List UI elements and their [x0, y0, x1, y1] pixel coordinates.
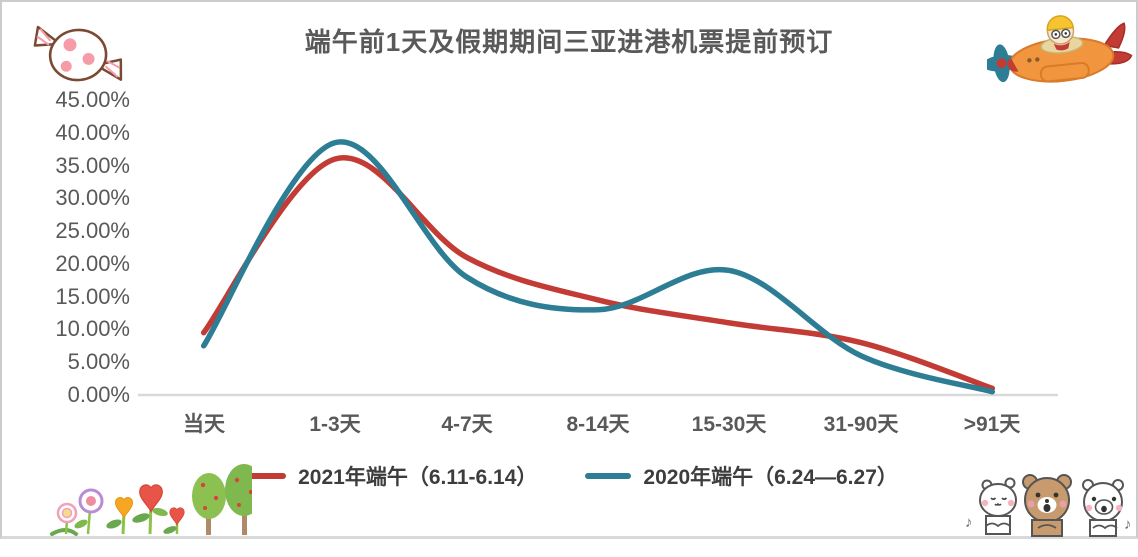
y-tick-45: 45.00%	[55, 87, 130, 112]
slide-background: 端午前1天及假期期间三亚进港机票提前预订 45.00% 40.00% 35.00…	[0, 0, 1138, 539]
x-label-dangtian: 当天	[183, 413, 225, 436]
legend-label-2020: 2020年端午（6.24—6.27）	[643, 466, 898, 489]
y-tick-20: 20.00%	[55, 251, 130, 276]
series-line-1	[200, 139, 996, 395]
chart-legend: 2021年端午（6.11-6.14） 2020年端午（6.24—6.27）	[2, 461, 1136, 491]
flowers-and-trees-icon	[50, 464, 252, 536]
legend-swatch-2020	[585, 473, 632, 479]
airplane-icon	[987, 15, 1133, 83]
x-label-4-7: 4-7天	[441, 413, 493, 436]
y-tick-15: 15.00%	[55, 284, 130, 309]
x-label-15-30: 15-30天	[691, 413, 767, 436]
y-tick-25: 25.00%	[55, 218, 130, 243]
y-tick-35: 35.00%	[55, 153, 130, 178]
three-bears-icon	[979, 474, 1124, 537]
y-tick-40: 40.00%	[55, 120, 130, 145]
x-label-8-14: 8-14天	[566, 413, 630, 436]
series-line-0	[200, 155, 996, 392]
legend-item-2021: 2021年端午（6.11-6.14）	[240, 461, 537, 491]
candy-icon	[33, 25, 123, 82]
legend-label-2021: 2021年端午（6.11-6.14）	[298, 466, 538, 489]
y-tick-5: 5.00%	[67, 349, 130, 374]
music-note-icon: ♪	[1124, 516, 1132, 533]
legend-item-2020: 2020年端午（6.24—6.27）	[585, 461, 898, 491]
y-tick-10: 10.00%	[55, 316, 130, 341]
x-label-1-3: 1-3天	[309, 413, 361, 436]
music-note-icon: ♪	[965, 514, 973, 531]
y-tick-30: 30.00%	[55, 185, 130, 210]
chart-plot	[138, 139, 1058, 397]
x-label-31-90: 31-90天	[823, 413, 899, 436]
x-label-91plus: >91天	[963, 413, 1021, 436]
chart-title: 端午前1天及假期期间三亚进港机票提前预订	[304, 27, 834, 57]
y-tick-0: 0.00%	[67, 382, 130, 407]
legend-swatch-2021	[240, 473, 287, 479]
